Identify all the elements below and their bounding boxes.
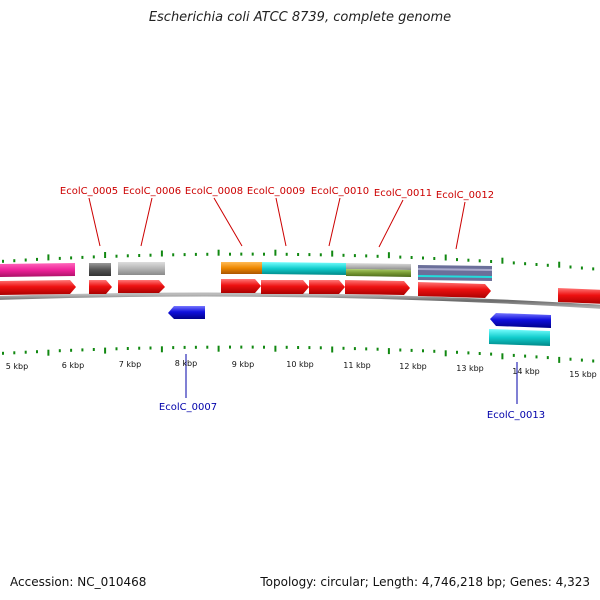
category-bar-olive [346, 269, 411, 277]
cds-arrow-forward [418, 282, 491, 298]
gene-label-ecolc-0005[interactable]: EcolC_0005 [60, 186, 118, 197]
genome-summary-text: Topology: circular; Length: 4,746,218 bp… [260, 575, 590, 589]
scale-label: 13 kbp [456, 364, 484, 373]
reverse-strand-track [168, 306, 551, 328]
gene-label-ecolc-0011[interactable]: EcolC_0011 [374, 188, 432, 199]
category-bar-cyan [262, 262, 346, 275]
scale-label: 8 kbp [175, 359, 197, 368]
accession-text: Accession: NC_010468 [10, 575, 147, 589]
scale-label: 11 kbp [343, 361, 371, 370]
cds-arrow-forward [221, 279, 261, 293]
category-stripe-light [418, 268, 492, 271]
cds-arrow-forward [89, 280, 112, 294]
gene-labels: EcolC_0005 EcolC_0006 EcolC_0008 EcolC_0… [60, 186, 545, 421]
scale-label: 10 kbp [286, 360, 314, 369]
category-bar-blue-lower [489, 329, 550, 346]
category-bar-light-gray-2 [346, 263, 411, 270]
leader-line-ecolc-0008 [213, 197, 243, 247]
category-stripe-cyan [418, 275, 492, 278]
scale-label: 14 kbp [512, 367, 540, 376]
category-bar-pink [0, 263, 75, 277]
gene-label-ecolc-0010[interactable]: EcolC_0010 [311, 186, 369, 197]
scale-label: 6 kbp [62, 361, 84, 370]
leader-line-ecolc-0006 [140, 197, 153, 247]
bottom-tick-row [2, 345, 595, 363]
cds-arrow-forward [261, 280, 309, 294]
category-bar-striped [418, 265, 492, 281]
cds-arrow-reverse [168, 306, 205, 319]
category-bar-dark-gray [89, 263, 111, 276]
leader-line-ecolc-0009 [275, 197, 287, 247]
label-leader-lines [88, 197, 518, 404]
scale-label: 12 kbp [399, 362, 427, 371]
leader-line-ecolc-0005 [88, 197, 101, 247]
category-bar-light-gray [118, 262, 165, 275]
gene-label-ecolc-0009[interactable]: EcolC_0009 [247, 186, 305, 197]
category-track [0, 262, 550, 346]
gene-label-ecolc-0008[interactable]: EcolC_0008 [185, 186, 243, 197]
leader-line-ecolc-0011 [378, 199, 404, 248]
scale-label: 5 kbp [6, 362, 28, 371]
cds-arrow-reverse [490, 313, 551, 328]
leader-line-ecolc-0010 [328, 197, 341, 247]
leader-line-ecolc-0012 [455, 201, 466, 250]
cds-arrow-forward [309, 280, 345, 294]
cds-arrow-forward [345, 280, 410, 295]
forward-strand-track [0, 279, 600, 304]
scale-label: 7 kbp [119, 360, 141, 369]
top-tick-row [2, 249, 595, 271]
scale-label: 9 kbp [232, 360, 254, 369]
genome-backbone [0, 292, 600, 309]
gene-label-ecolc-0013[interactable]: EcolC_0013 [487, 410, 545, 421]
gene-label-ecolc-0007[interactable]: EcolC_0007 [159, 402, 217, 413]
cds-arrow-forward [558, 288, 600, 304]
genome-title: Escherichia coli ATCC 8739, complete gen… [148, 10, 452, 25]
category-bar-orange [221, 262, 262, 274]
gene-label-ecolc-0006[interactable]: EcolC_0006 [123, 186, 181, 197]
cds-arrow-forward [118, 280, 165, 293]
cds-arrow-forward [0, 280, 76, 295]
gene-label-ecolc-0012[interactable]: EcolC_0012 [436, 190, 494, 201]
scale-label: 15 kbp [569, 370, 597, 379]
scale-labels: 5 kbp 6 kbp 7 kbp 8 kbp 9 kbp 10 kbp 11 … [6, 359, 597, 379]
